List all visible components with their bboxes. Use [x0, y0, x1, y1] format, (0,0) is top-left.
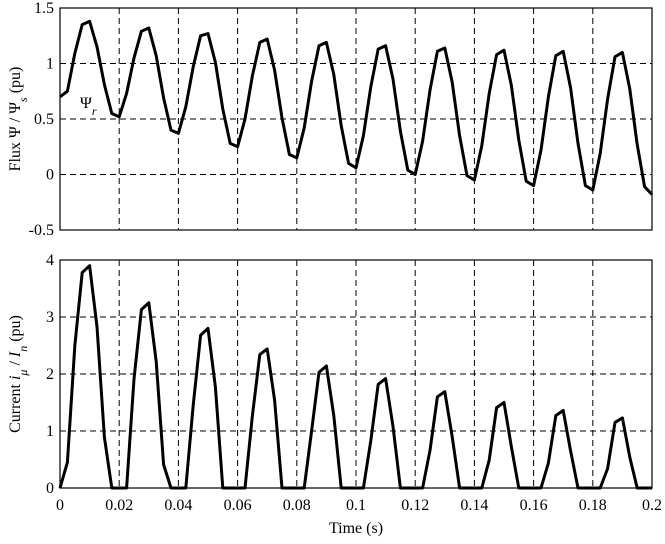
y-tick-label: 0.5: [34, 111, 54, 128]
y-tick-label: 4: [46, 252, 54, 269]
x-tick-label: 0: [56, 497, 64, 514]
data-line: [58, 264, 652, 490]
x-tick-label: 0.02: [105, 497, 133, 514]
y-tick-label: 1.5: [34, 0, 54, 17]
x-axis-label: Time (s): [329, 520, 383, 537]
x-tick-label: 0.18: [579, 497, 607, 514]
y-axis-label-part: s: [16, 97, 30, 102]
x-tick-label: 0.14: [460, 497, 488, 514]
y-axis-label: Current iμ / In (pu): [7, 315, 30, 433]
x-tick-label: 0.2: [642, 497, 662, 514]
y-tick-label: 2: [46, 366, 54, 383]
y-axis-label-part: μ: [16, 370, 30, 377]
y-tick-label: 1: [46, 423, 54, 440]
plot-frame: [59, 7, 653, 231]
y-axis-label-part: (pu): [7, 315, 24, 346]
y-axis-label-part: Current: [7, 380, 24, 433]
x-tick-label: 0.12: [401, 497, 429, 514]
y-tick-label: 0: [46, 167, 54, 184]
x-tick-label: 0.06: [224, 497, 252, 514]
x-tick-label: 0.16: [520, 497, 548, 514]
annotation: Ψr: [80, 95, 97, 118]
y-axis-label-part: n: [16, 346, 30, 352]
y-axis-label-part: I: [7, 351, 24, 358]
y-axis-label-part: Flux Ψ / Ψ: [7, 102, 24, 172]
x-tick-label: 0.04: [164, 497, 192, 514]
annotation-part: Ψ: [80, 95, 92, 112]
x-tick-label: 0.08: [283, 497, 311, 514]
y-axis-label-part: (pu): [7, 67, 24, 98]
y-tick-label: 1: [46, 56, 54, 73]
y-tick-label: 0: [46, 480, 54, 497]
y-tick-label: -0.5: [29, 222, 54, 239]
annotation-part: r: [92, 104, 97, 118]
x-tick-label: 0.1: [346, 497, 366, 514]
y-axis-label-part: i: [7, 376, 24, 380]
y-axis-label-part: /: [7, 357, 24, 369]
data-line: [59, 19, 654, 196]
y-axis-label: Flux Ψ / Ψs (pu): [7, 67, 30, 172]
y-tick-label: 3: [46, 309, 54, 326]
